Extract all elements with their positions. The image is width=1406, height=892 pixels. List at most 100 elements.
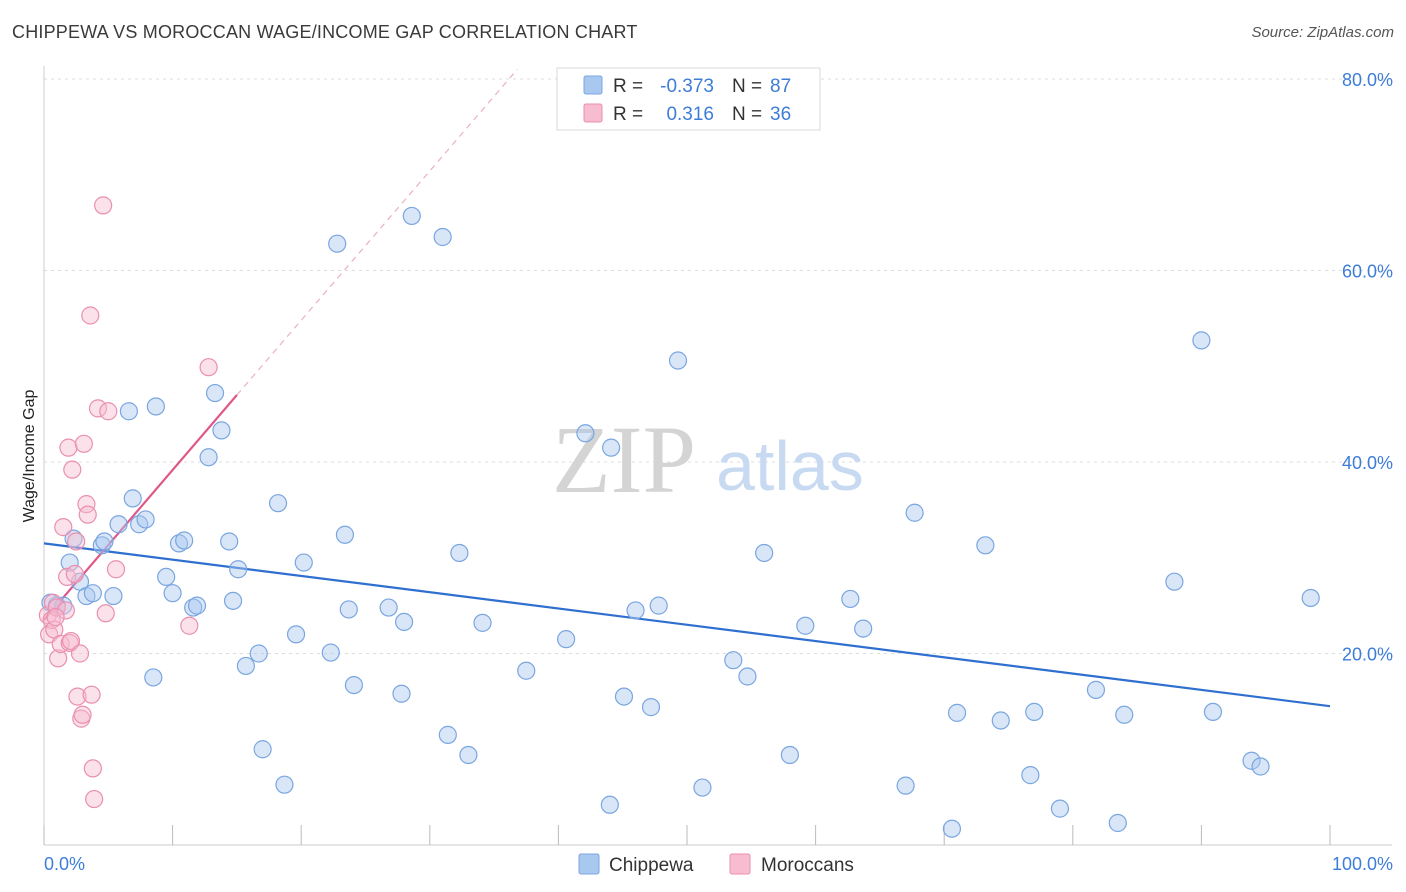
- point-chippewa: [402, 206, 421, 226]
- point-chippewa: [229, 560, 248, 579]
- point-chippewa: [780, 745, 799, 765]
- point-moroccans: [54, 518, 73, 537]
- point-moroccans: [85, 789, 104, 809]
- point-chippewa: [473, 613, 492, 632]
- point-chippewa: [1086, 680, 1106, 699]
- y-tick-labels: 20.0% 40.0% 60.0% 80.0%: [1342, 70, 1393, 665]
- point-chippewa: [693, 778, 712, 797]
- y-tick-label: 20.0%: [1342, 645, 1393, 665]
- point-moroccans: [83, 759, 102, 778]
- point-moroccans: [199, 358, 218, 377]
- point-chippewa: [942, 819, 962, 838]
- data-points: [38, 196, 1320, 838]
- point-chippewa: [517, 661, 536, 680]
- point-chippewa: [136, 510, 155, 529]
- legend-r-label-2: R =: [613, 104, 643, 125]
- point-moroccans: [65, 564, 84, 584]
- point-chippewa: [841, 589, 860, 609]
- point-chippewa: [249, 644, 268, 663]
- point-moroccans: [63, 460, 82, 479]
- point-chippewa: [83, 584, 102, 603]
- point-moroccans: [78, 505, 97, 524]
- legend-r-value-1: -0.373: [660, 76, 714, 97]
- point-chippewa: [64, 529, 83, 548]
- point-chippewa: [187, 596, 207, 615]
- legend-n-label-2: N =: [732, 104, 762, 125]
- point-chippewa: [294, 553, 313, 572]
- point-chippewa: [169, 534, 189, 553]
- point-chippewa: [755, 543, 774, 563]
- point-moroccans: [81, 306, 100, 325]
- trend-extension-moroccans: [236, 69, 518, 396]
- point-chippewa: [602, 438, 621, 457]
- point-chippewa: [600, 795, 619, 814]
- legend-r-label-1: R =: [613, 76, 643, 97]
- bottom-legend: Chippewa Moroccans: [578, 853, 854, 876]
- point-chippewa: [123, 489, 142, 508]
- bottom-legend-swatch-moroccans: [729, 853, 751, 875]
- point-chippewa: [1192, 331, 1211, 350]
- point-chippewa: [60, 553, 79, 572]
- point-moroccans: [88, 399, 108, 418]
- source-label: Source: ZipAtlas.com: [1251, 24, 1394, 41]
- point-chippewa: [1242, 751, 1261, 770]
- point-chippewa: [905, 503, 924, 522]
- point-chippewa: [1108, 813, 1127, 833]
- point-chippewa: [253, 740, 272, 759]
- point-chippewa: [649, 596, 668, 615]
- x-tick-label: 100.0%: [1332, 854, 1393, 874]
- point-moroccans: [96, 604, 115, 623]
- chart-title: CHIPPEWA VS MOROCCAN WAGE/INCOME GAP COR…: [12, 22, 638, 42]
- legend-r-value-2: 0.316: [666, 104, 714, 125]
- point-chippewa: [275, 775, 294, 794]
- legend-n-value-2: 36: [770, 104, 791, 125]
- point-chippewa: [796, 616, 815, 635]
- point-chippewa: [1203, 702, 1223, 722]
- watermark-atlas: atlas: [716, 427, 864, 505]
- point-moroccans: [46, 608, 65, 627]
- point-chippewa: [286, 625, 306, 644]
- point-chippewa: [339, 600, 358, 619]
- point-chippewa: [576, 424, 595, 443]
- point-chippewa: [1251, 757, 1270, 776]
- point-moroccans: [74, 434, 93, 453]
- point-chippewa: [104, 586, 123, 606]
- point-chippewa: [896, 776, 915, 795]
- point-moroccans: [70, 644, 90, 663]
- point-chippewa: [991, 711, 1010, 730]
- point-chippewa: [344, 675, 364, 695]
- point-chippewa: [236, 656, 256, 676]
- x-tick-label: 0.0%: [44, 854, 85, 874]
- point-chippewa: [1050, 799, 1070, 818]
- point-moroccans: [82, 685, 101, 704]
- legend-swatch-chippewa: [583, 75, 603, 95]
- point-moroccans: [61, 631, 81, 651]
- point-chippewa: [459, 745, 478, 765]
- legend-swatch-moroccans: [583, 103, 603, 123]
- point-moroccans: [106, 560, 126, 579]
- point-chippewa: [212, 421, 231, 440]
- point-moroccans: [59, 438, 78, 457]
- point-chippewa: [268, 494, 288, 513]
- axes: [43, 66, 1392, 846]
- point-chippewa: [947, 703, 967, 722]
- point-chippewa: [163, 584, 182, 603]
- point-chippewa: [724, 651, 743, 670]
- point-chippewa: [641, 698, 661, 717]
- point-chippewa: [1165, 572, 1184, 591]
- point-chippewa: [379, 598, 398, 617]
- y-tick-label: 80.0%: [1342, 70, 1393, 90]
- point-chippewa: [976, 536, 995, 555]
- point-chippewa: [854, 619, 873, 638]
- x-tick-labels: 0.0% 100.0%: [44, 854, 1393, 874]
- y-axis-title: Wage/Income Gap: [21, 390, 38, 523]
- legend-n-label-1: N =: [732, 76, 762, 97]
- point-moroccans: [73, 705, 92, 724]
- point-chippewa: [199, 448, 218, 467]
- point-chippewa: [557, 630, 576, 649]
- point-moroccans: [99, 402, 118, 421]
- trend-line-chippewa: [43, 542, 1331, 708]
- y-tick-label: 60.0%: [1342, 262, 1393, 282]
- point-chippewa: [392, 684, 411, 703]
